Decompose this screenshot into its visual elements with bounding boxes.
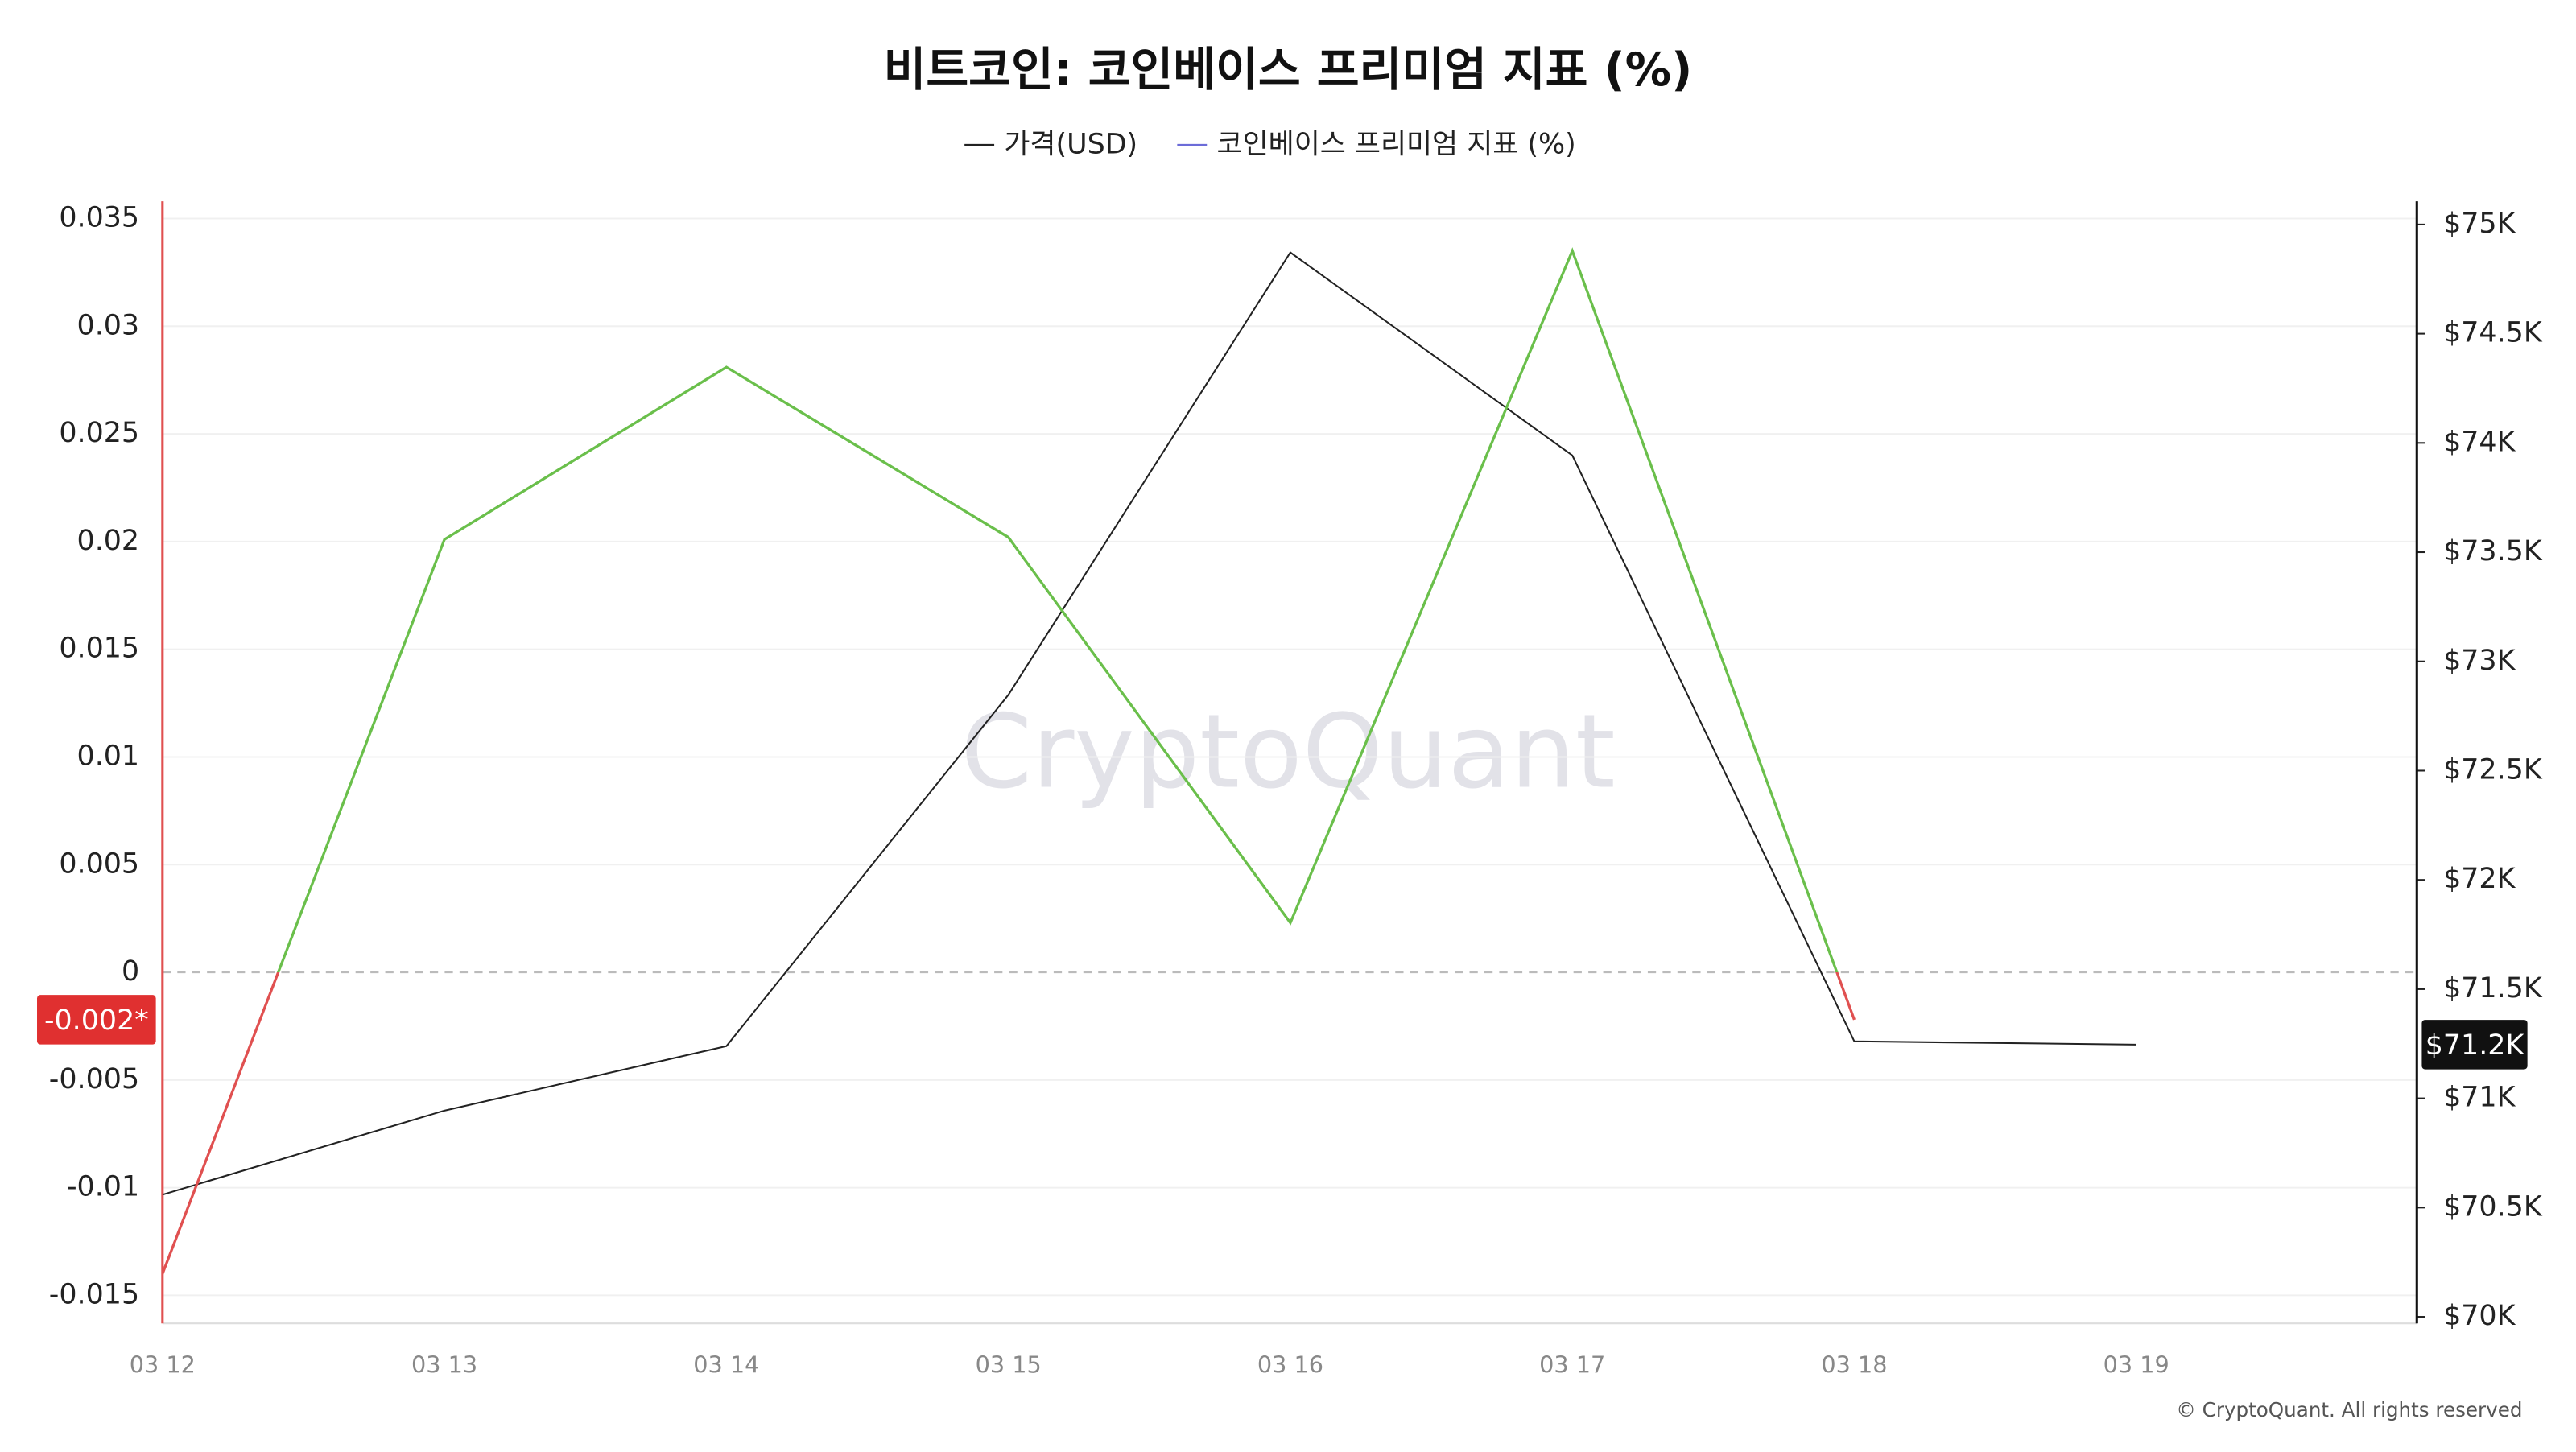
y2-tick-label: $72.5K [2443, 753, 2543, 786]
y-tick-label: -0.005 [49, 1063, 139, 1095]
y-tick-label: 0.035 [59, 202, 139, 234]
y2-tick-label: $71.5K [2443, 972, 2543, 1004]
y-tick-label: -0.015 [49, 1278, 139, 1310]
y-tick-label: -0.01 [67, 1171, 139, 1203]
value-label: -0.002* [44, 1004, 149, 1037]
y2-tick-label: $70K [2443, 1300, 2516, 1332]
x-tick-label: 03 13 [411, 1351, 477, 1378]
y2-tick-label: $71K [2443, 1082, 2516, 1114]
y2-tick-label: $75K [2443, 208, 2516, 240]
y-tick-label: 0.025 [59, 417, 139, 449]
series-line [162, 251, 2136, 1196]
y-tick-label: 0.03 [77, 309, 140, 341]
y-tick-label: 0.005 [59, 848, 139, 880]
y2-tick-label: $73K [2443, 645, 2516, 677]
x-tick-label: 03 15 [976, 1351, 1042, 1378]
x-tick-label: 03 12 [130, 1351, 196, 1378]
x-tick-label: 03 19 [2103, 1351, 2169, 1378]
y-tick-label: 0.02 [77, 525, 140, 557]
chart-title: 비트코인: 코인베이스 프리미엄 지표 (%) [884, 43, 1693, 97]
y2-tick-label: $73.5K [2443, 535, 2543, 567]
y-tick-label: 0.01 [77, 740, 140, 772]
x-tick-label: 03 16 [1257, 1351, 1323, 1378]
x-tick-label: 03 17 [1539, 1351, 1605, 1378]
x-tick-label: 03 14 [693, 1351, 759, 1378]
y-tick-label: 0 [122, 955, 139, 988]
value-label: $71.2K [2425, 1029, 2525, 1062]
y2-tick-label: $74K [2443, 426, 2516, 458]
series-line [161, 247, 1856, 1275]
y2-tick-label: $74.5K [2443, 317, 2543, 349]
value-badge [2421, 1020, 2528, 1070]
watermark: CryptoQuant [960, 692, 1615, 811]
y2-tick-label: $70.5K [2443, 1190, 2543, 1223]
y2-tick-label: $72K [2443, 863, 2516, 895]
value-badge [37, 995, 156, 1045]
x-tick-label: 03 18 [1821, 1351, 1887, 1378]
legend-label: 가격(USD) [1004, 128, 1137, 160]
y-tick-label: 0.015 [59, 633, 139, 665]
legend-label: 코인베이스 프리미엄 지표 (%) [1217, 128, 1576, 160]
copyright: © CryptoQuant. All rights reserved [2176, 1398, 2522, 1421]
